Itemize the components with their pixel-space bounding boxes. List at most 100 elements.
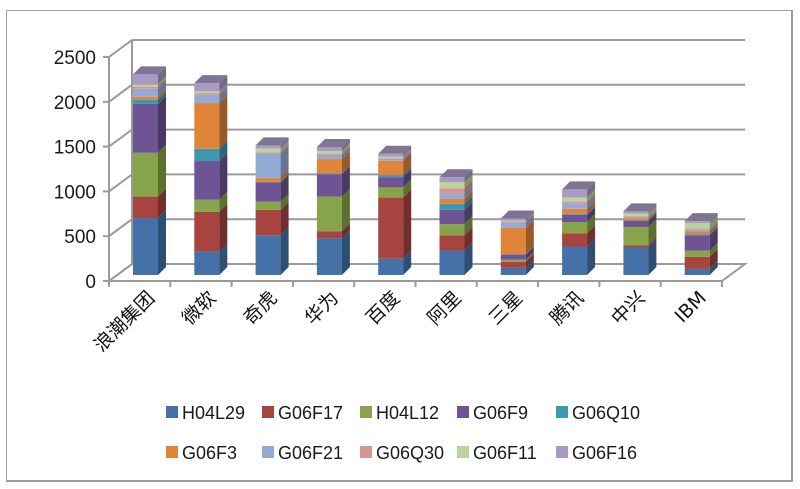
bar-segment	[684, 235, 710, 251]
bar-segment-side	[158, 95, 166, 153]
bar-segment-side	[709, 242, 718, 257]
bar-segment-side	[464, 201, 473, 225]
legend-item: G06Q30	[360, 443, 444, 463]
bar-segment	[500, 259, 526, 262]
bar-segment	[562, 213, 588, 215]
bar-segment	[378, 258, 404, 275]
bar-segment	[562, 201, 588, 204]
bar-segment-side	[648, 203, 657, 214]
bar-segment-side	[158, 144, 166, 197]
bar-segment	[194, 94, 220, 104]
bar-segment-side	[280, 169, 289, 182]
bar-segment-side	[464, 169, 473, 183]
bar-segment-side	[709, 227, 718, 251]
legend-item: H04L29	[166, 403, 245, 423]
bar-segment-side	[587, 193, 596, 204]
bar-segment	[439, 198, 465, 204]
bar-segment	[684, 250, 710, 257]
bar-stack	[562, 181, 596, 275]
bar-segment-side	[709, 226, 718, 236]
bar-segment-side	[280, 145, 289, 178]
bar-segment	[255, 148, 281, 153]
bar-segment-side	[341, 223, 350, 239]
bar-segment	[684, 231, 710, 235]
bar-segment	[500, 267, 526, 275]
bar-segment-side	[464, 185, 473, 199]
bar-segment-side	[525, 246, 534, 260]
x-tick-label: 奇虎	[239, 287, 281, 329]
bar-segment	[255, 145, 281, 149]
legend-item: G06Q10	[556, 403, 640, 423]
bar-segment-side	[341, 146, 350, 156]
bar-segment-side	[587, 206, 596, 223]
bar-stack	[255, 137, 289, 275]
bar-segment-side	[341, 147, 350, 160]
bar-segment	[133, 152, 158, 197]
bar-segment	[684, 268, 710, 275]
x-tick-label: 华为	[301, 287, 343, 329]
bar-segment	[378, 156, 404, 158]
bar-segment-side	[280, 173, 289, 183]
bar-segment	[133, 84, 158, 87]
bar-segment-side	[158, 188, 166, 219]
bar-segment-side	[525, 219, 534, 255]
bar-segment	[133, 86, 158, 89]
bar-segment-side	[709, 223, 718, 235]
bar-segment	[378, 187, 404, 198]
bar-segment	[562, 208, 588, 214]
bar-segment	[623, 227, 649, 246]
bar-segment-side	[648, 205, 657, 217]
bar-top	[684, 213, 718, 222]
bar-segment	[439, 182, 465, 189]
bar-segment-side	[525, 259, 534, 275]
bar-segment-side	[219, 191, 228, 212]
x-tick-label: IBM	[671, 287, 711, 327]
bar-segment	[500, 254, 526, 260]
y-tick-label: 1500	[54, 138, 96, 159]
bar-segment	[316, 173, 342, 175]
bar-segment	[684, 229, 710, 232]
bar-segment-side	[219, 243, 228, 275]
bar-segment	[255, 209, 281, 236]
bar-segment-side	[587, 238, 596, 275]
bar-segment	[623, 211, 649, 214]
bar-segment-side	[158, 210, 166, 275]
bar-segment	[439, 250, 465, 275]
bar-top	[500, 210, 534, 219]
bar-segment	[562, 246, 588, 275]
bar-stack	[194, 75, 228, 275]
bar-segment	[255, 201, 281, 210]
bar-segment-side	[648, 239, 657, 275]
bar-segment	[500, 254, 526, 255]
bar-segment	[194, 93, 220, 95]
bar-segment-side	[403, 250, 412, 275]
bar-segment	[316, 159, 342, 174]
side-gridline	[108, 83, 133, 103]
legend-label: G06F17	[278, 403, 343, 423]
bar-segment-side	[219, 203, 228, 252]
side-gridline	[108, 39, 133, 58]
legend-label: H04L12	[376, 403, 439, 423]
bar-segment-side	[464, 174, 473, 189]
bar-segment	[194, 91, 220, 94]
bar-segment	[316, 155, 342, 160]
bar-segment	[500, 218, 526, 221]
bar-top	[562, 181, 596, 190]
bar-stack	[623, 203, 657, 275]
legend-swatch	[166, 446, 178, 458]
legend-label: G06Q30	[376, 443, 444, 463]
legend-swatch	[166, 406, 178, 418]
legend-item: G06F17	[262, 403, 343, 423]
bar-top	[255, 137, 289, 146]
bar-segment	[684, 228, 710, 230]
bar-segment	[562, 233, 588, 247]
bar-segment-side	[525, 253, 534, 268]
x-tick-label: 腾讯	[546, 287, 588, 329]
legend-item: H04L12	[360, 403, 439, 423]
bar-segment	[316, 174, 342, 197]
bar-segment	[378, 175, 404, 178]
bar-segment	[316, 150, 342, 155]
bar-segment-side	[709, 220, 718, 230]
bar-segment-side	[403, 148, 412, 158]
